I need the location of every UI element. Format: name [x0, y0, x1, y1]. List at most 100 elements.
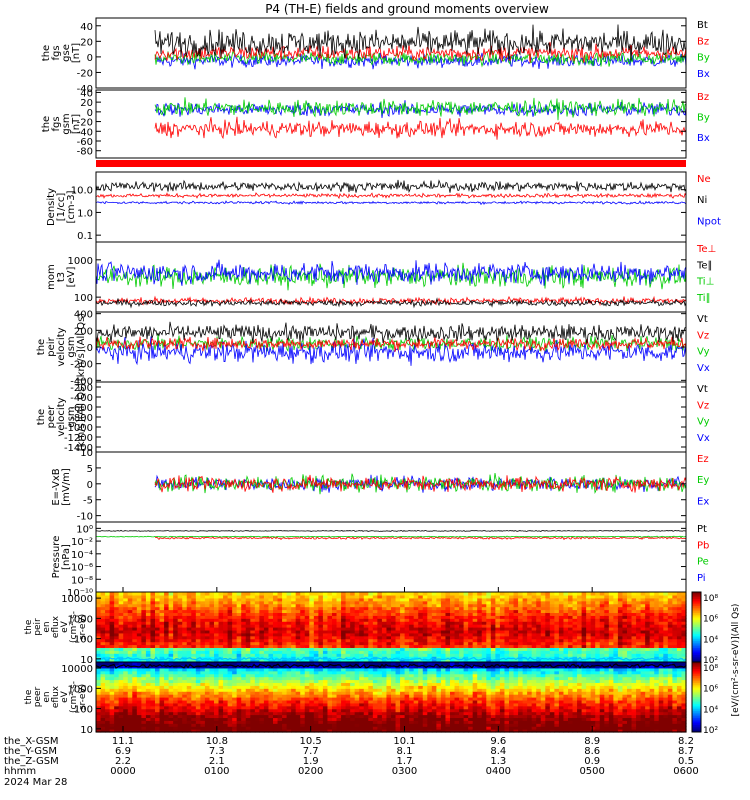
ylabel-peir-spec-4: eV: [60, 620, 70, 633]
ephemeris-value-2-1: 2.1: [209, 756, 225, 767]
series-peir-velocity-Vx: [96, 336, 686, 366]
ylabel-peer-velocity-0: the: [36, 409, 47, 425]
ephemeris-value-3-4: 0400: [486, 766, 511, 777]
ylabel-peir-velocity-2: velocity: [56, 327, 67, 366]
ephemeris-value-1-0: 6.9: [115, 746, 131, 757]
ylabel-temperature-1: t3: [56, 272, 67, 282]
ylabel-peir-velocity-4: [km/s](All Qs): [76, 313, 87, 381]
spectrogram-peer-spec: 10000 1000 100 10 the peer en eflux eV (cm²-s-sr-…: [24, 661, 718, 736]
ytick-label-fgs-gse-0: 40: [80, 22, 93, 33]
panel-pressure: 10⁰ 10⁻² 10⁻⁴ 10⁻⁶10⁻⁸ 10⁻¹⁰ Pressure [nPa] Pt P…: [51, 521, 709, 599]
series-pressure-Pe: [96, 535, 686, 538]
ylabel-peer-spec-0: the: [24, 689, 34, 704]
ytick-label-fgs-gse-4: -40: [77, 84, 93, 95]
ylabel-density-0: Density: [46, 188, 57, 226]
ylabel-peer-spec-1: peer: [33, 686, 43, 707]
ephemeris-value-2-0: 2.2: [115, 756, 131, 767]
colorbar-tick-peir-spec-0: 10⁸: [703, 594, 718, 604]
ytick-label-pressure-0: 10⁰: [76, 524, 93, 535]
ytick-label-fgs-gsm-1: 20: [80, 98, 93, 109]
ytick-label-temperature-0: 1000: [68, 256, 93, 267]
series-pressure-Pt: [96, 529, 686, 532]
ylabel-pressure-1: [nPa]: [61, 544, 72, 570]
ytick-label-fgs-gsm-6: -80: [77, 147, 93, 158]
potential-line-cyan: [95, 656, 687, 662]
legend-fgs-gse-1: Bz: [697, 36, 709, 47]
ytick-label-pressure-2: 10⁻⁴: [71, 550, 93, 561]
ephemeris-label-1: the_Y-GSM: [4, 746, 57, 757]
legend-fgs-gsm-2: Bx: [697, 133, 710, 144]
panel-peir-velocity: 400 200 0 -200 -400 the peir velocity gsm [km/s](…: [36, 310, 710, 388]
ytick-label-peir-velocity-3: -200: [70, 360, 93, 371]
ylabel-peir-spec-2: en: [42, 621, 52, 632]
ytick-label-fgs-gsm-3: -20: [77, 118, 93, 129]
ytick-label-fgs-gsm-5: -60: [77, 137, 93, 148]
ytick-label-peer-velocity-5: -1200: [64, 433, 93, 444]
ytick-label-peir-spec-3: 10: [80, 655, 93, 666]
ephemeris-value-1-2: 7.7: [303, 746, 319, 757]
frame-peer-velocity: [95, 381, 687, 453]
ylabel-density-2: [cm-3]: [66, 190, 77, 223]
ephemeris-value-0-4: 9.6: [490, 736, 506, 747]
legend-fgs-gse-2: By: [697, 53, 710, 64]
ephemeris-value-0-0: 11.1: [112, 736, 134, 747]
ephemeris-value-0-5: 8.9: [584, 736, 600, 747]
series-temperature-Ti⊥: [96, 259, 686, 286]
colorbar-tick-peer-spec-0: 10⁸: [703, 664, 718, 674]
ephemeris-value-3-2: 0200: [298, 766, 323, 777]
series-temperature-Ti∥: [96, 262, 686, 291]
ephemeris-value-0-3: 10.1: [393, 736, 415, 747]
ylabel-peir-spec-6: sr-eV): [78, 614, 88, 640]
ephemeris-label-0: the_X-GSM: [4, 736, 58, 747]
legend-efield-0: Ez: [697, 454, 709, 465]
spacecraft-potential-line: [95, 663, 687, 669]
traces-fgs-gsm: [154, 97, 686, 140]
colorbar-tick-peer-spec-3: 10²: [703, 726, 718, 736]
ephemeris-value-3-0: 0000: [110, 766, 135, 777]
legend-pressure-0: Pt: [697, 524, 707, 535]
legend-density-0: Ne: [697, 174, 711, 185]
ytick-label-peer-velocity-1: -400: [70, 393, 93, 404]
ephemeris-value-2-3: 1.7: [397, 756, 413, 767]
series-temperature-Te⊥: [96, 295, 686, 307]
ephemeris-value-1-4: 8.4: [490, 746, 506, 757]
legend-peir-velocity-3: Vx: [697, 363, 710, 374]
ylabel-temperature-2: [eV]: [66, 267, 77, 288]
series-fgs-gsm-By: [154, 97, 686, 121]
time-axis: the_X-GSM 11.1 10.8 10.5 10.1 9.6 8.9 8.2 the_Y-…: [4, 587, 699, 777]
series-peir-velocity-Vz: [96, 336, 686, 352]
series-fgs-gsm-Bz: [154, 116, 686, 140]
legend-fgs-gse-3: Bx: [697, 69, 710, 80]
traces-temperature: [96, 259, 686, 309]
ytick-label-peir-velocity-4: -400: [70, 376, 93, 387]
ylabel-peer-spec-5: (cm²-s-: [69, 681, 79, 713]
legend-efield-1: Ey: [697, 475, 709, 486]
ylabel-pressure-0: Pressure: [51, 536, 62, 579]
ytick-label-efield-2: 0: [87, 480, 93, 491]
ylabel-peir-velocity-1: peir: [46, 336, 57, 356]
ylabel-fgs-gse-0: the: [41, 45, 52, 61]
ylabel-peir-spec-3: eflux: [51, 615, 61, 638]
legend-temperature-0: Te⊥: [696, 244, 716, 255]
ylabel-density-1: [1/cc]: [56, 193, 67, 222]
ylabel-fgs-gse-1: fgs: [51, 45, 62, 60]
legend-pressure-2: Pe: [697, 557, 709, 568]
ytick-label-density-0: 10.0: [71, 186, 93, 197]
series-temperature-Te∥: [96, 297, 686, 309]
series-fgs-gse-Bt: [154, 24, 686, 61]
series-peir-velocity-Vt: [96, 321, 686, 344]
ylabel-peir-spec-1: peir: [33, 618, 43, 636]
ylabel-efield-1: [mV/m]: [61, 468, 72, 506]
ytick-label-fgs-gse-2: 0: [87, 53, 93, 64]
legend-fgs-gsm-1: By: [697, 113, 710, 124]
ylabel-peir-velocity-3: gsm: [66, 336, 77, 357]
ytick-label-peer-spec-3: 10: [80, 725, 93, 736]
ephemeris-value-3-3: 0300: [392, 766, 417, 777]
legend-fgs-gse-0: Bt: [697, 20, 708, 31]
ephemeris-value-1-3: 8.1: [397, 746, 413, 757]
ytick-label-peer-spec-1: 1000: [68, 684, 93, 695]
legend-peer-velocity-2: Vy: [697, 417, 710, 428]
ephemeris-value-3-1: 0100: [204, 766, 229, 777]
